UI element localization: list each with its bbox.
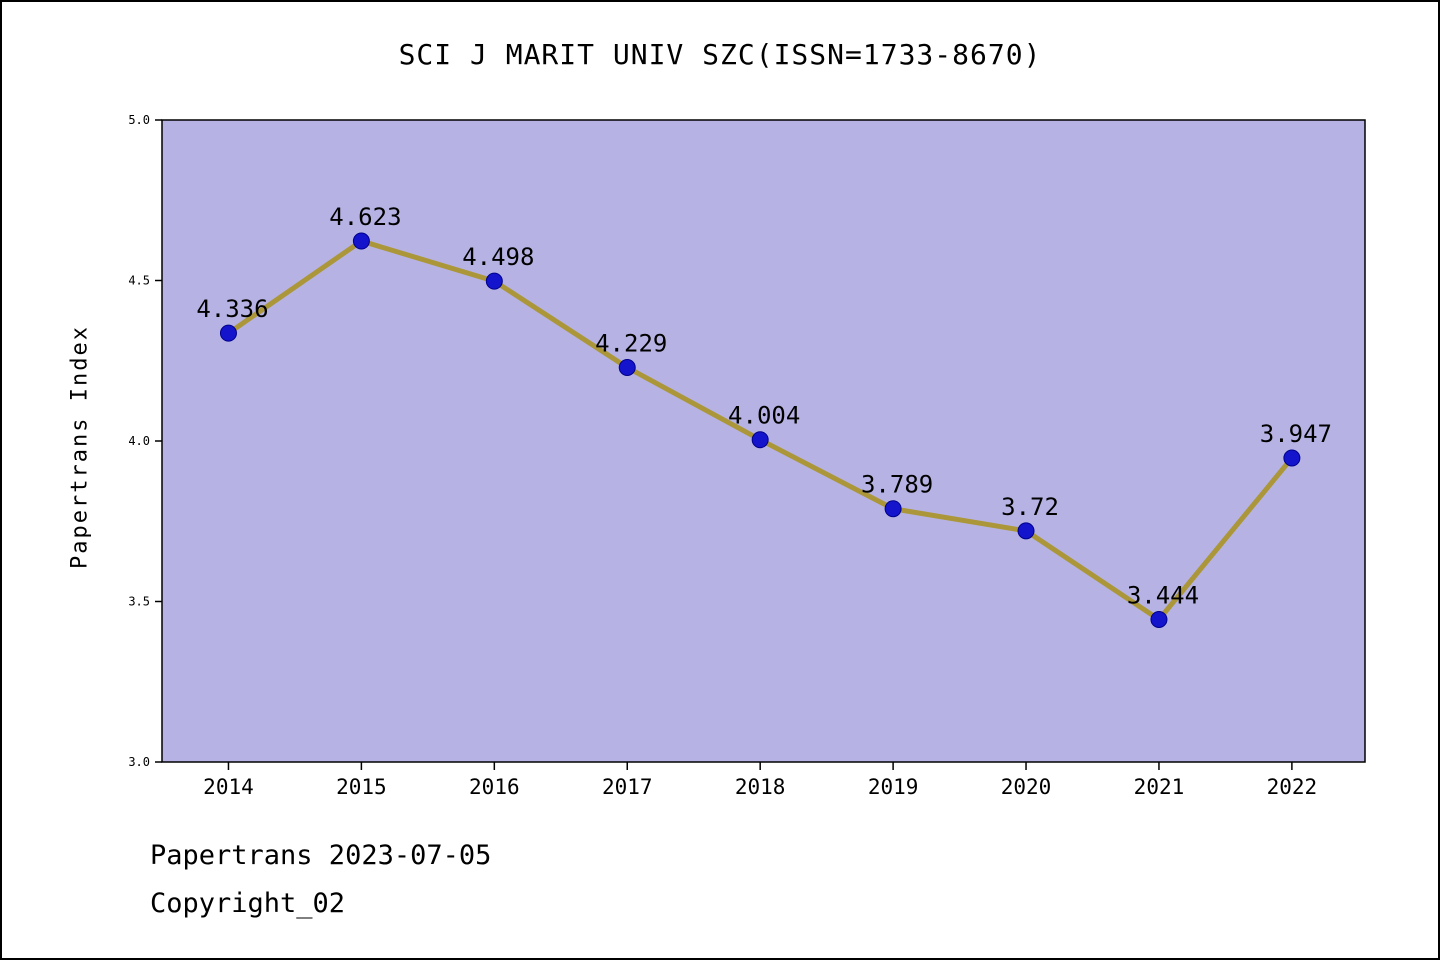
y-tick-label: 3.5 bbox=[128, 595, 150, 609]
x-tick-label: 2014 bbox=[203, 775, 254, 799]
data-point-label: 4.336 bbox=[196, 295, 268, 323]
x-tick-label: 2017 bbox=[602, 775, 653, 799]
data-point bbox=[485, 272, 503, 290]
data-point bbox=[1150, 610, 1168, 628]
x-tick-label: 2019 bbox=[868, 775, 919, 799]
x-tick-label: 2016 bbox=[469, 775, 520, 799]
data-point-label: 4.004 bbox=[728, 402, 800, 430]
y-tick-label: 5.0 bbox=[128, 113, 150, 127]
y-tick-label: 3.0 bbox=[128, 755, 150, 769]
y-tick-label: 4.0 bbox=[128, 434, 150, 448]
data-point bbox=[751, 431, 769, 449]
data-point-label: 4.623 bbox=[329, 203, 401, 231]
data-point bbox=[1017, 522, 1035, 540]
x-tick-label: 2018 bbox=[735, 775, 786, 799]
x-tick-label: 2020 bbox=[1001, 775, 1052, 799]
data-point-label: 3.444 bbox=[1127, 581, 1199, 609]
data-point-label: 3.789 bbox=[861, 471, 933, 499]
footer-copyright: Copyright_02 bbox=[150, 888, 346, 919]
x-tick-label: 2022 bbox=[1267, 775, 1318, 799]
line-chart: 3.0 3.5 4.0 4.5 5.0 2014 2015 2016 2017 2018 2019 2… bbox=[128, 113, 1366, 799]
data-point bbox=[618, 358, 636, 376]
y-tick-label: 4.5 bbox=[128, 274, 150, 288]
chart-title: SCI J MARIT UNIV SZC(ISSN=1733-8670) bbox=[398, 38, 1042, 71]
data-point bbox=[219, 324, 237, 342]
data-point-label: 4.498 bbox=[462, 243, 534, 271]
x-tick-label: 2021 bbox=[1134, 775, 1185, 799]
data-point-label: 3.947 bbox=[1260, 420, 1332, 448]
data-point bbox=[884, 500, 902, 518]
data-point-label: 4.229 bbox=[595, 329, 667, 357]
data-point bbox=[1283, 449, 1301, 467]
data-point bbox=[352, 232, 370, 250]
x-tick-label: 2015 bbox=[336, 775, 387, 799]
footer-date: Papertrans 2023-07-05 bbox=[150, 840, 492, 871]
data-point-label: 3.72 bbox=[1001, 493, 1059, 521]
